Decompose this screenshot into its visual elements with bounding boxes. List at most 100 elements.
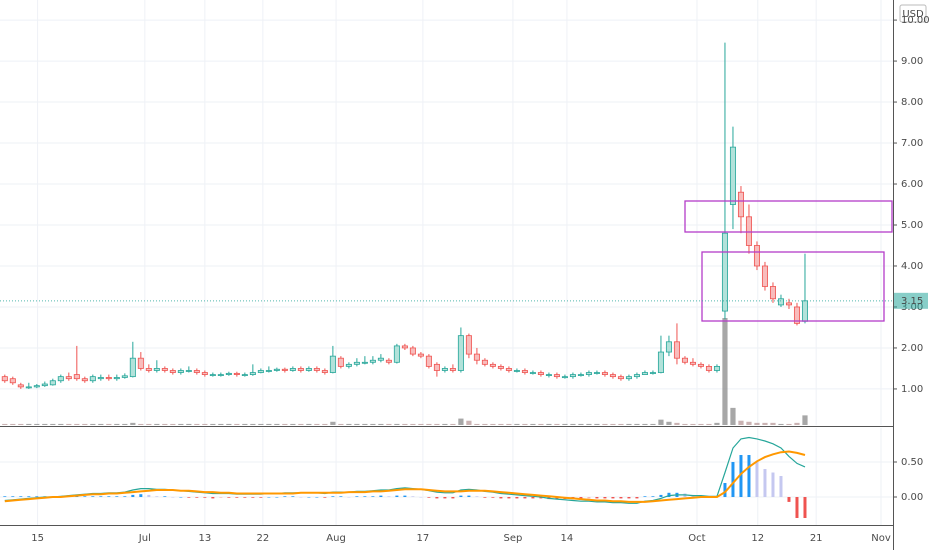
- volume-bar: [378, 423, 384, 425]
- x-tick-label: 22: [256, 533, 269, 544]
- candle-body: [281, 368, 288, 371]
- histogram-bar: [731, 462, 735, 498]
- histogram-bar: [483, 497, 487, 498]
- volume-bar: [74, 423, 80, 425]
- marks: [1, 42, 808, 519]
- volume-bar: [210, 423, 216, 425]
- candle-body: [433, 363, 440, 371]
- candle-body: [17, 384, 24, 388]
- volume-bar: [594, 423, 600, 425]
- candle-body: [633, 374, 640, 378]
- histogram-bar: [83, 496, 87, 498]
- candle-body: [289, 368, 296, 371]
- histogram-bar: [395, 495, 399, 498]
- volume-bar: [402, 423, 408, 425]
- candle-body: [393, 345, 400, 363]
- histogram-bar: [123, 496, 127, 498]
- candle-body: [441, 368, 448, 371]
- histogram-bar: [315, 497, 319, 498]
- candle-body: [505, 368, 512, 371]
- y-tick-label: 4.00: [901, 261, 923, 272]
- volume-bar: [418, 423, 424, 425]
- histogram-bar: [195, 497, 199, 498]
- volume-bar: [426, 423, 432, 425]
- histogram-bar: [795, 497, 799, 519]
- volume-bar: [714, 422, 720, 425]
- candle-body: [553, 374, 560, 378]
- candle-body: [273, 368, 280, 371]
- volume-bar: [658, 419, 664, 425]
- x-tick-label: Aug: [326, 533, 346, 544]
- histogram-bar: [651, 496, 655, 498]
- candle-body: [185, 370, 192, 372]
- volume-bar: [434, 423, 440, 425]
- volume-bar: [706, 423, 712, 425]
- candle-body: [473, 353, 480, 361]
- candle-body: [121, 375, 128, 378]
- volume-bar: [146, 423, 152, 425]
- volume-bar: [66, 423, 72, 425]
- histogram-bar: [555, 497, 559, 500]
- histogram-bar: [131, 494, 135, 498]
- histogram-bar: [275, 497, 279, 498]
- candle-body: [417, 353, 424, 357]
- volume-bar: [266, 423, 272, 425]
- histogram-bar: [587, 497, 591, 499]
- candle-body: [753, 245, 760, 267]
- volume-bar: [386, 423, 392, 425]
- histogram-bar: [459, 495, 463, 498]
- volume-bar: [90, 423, 96, 425]
- volume-bar: [186, 423, 192, 425]
- candle-body: [225, 372, 232, 375]
- candle-body: [585, 372, 592, 375]
- histogram-bar: [11, 496, 15, 498]
- candle-body: [169, 370, 176, 373]
- volume-bar: [314, 423, 320, 425]
- histogram-bar: [435, 497, 439, 499]
- histogram-bar: [179, 497, 183, 498]
- currency-badge[interactable]: [899, 4, 927, 23]
- candle-body: [617, 376, 624, 380]
- volume-bar: [442, 423, 448, 425]
- volume-bar: [298, 423, 304, 425]
- y-tick-label: 0.50: [901, 457, 923, 468]
- y-tick-label: 1.00: [901, 384, 923, 395]
- volume-bar: [114, 423, 120, 425]
- volume-bar: [610, 423, 616, 425]
- histogram-bar: [499, 497, 503, 499]
- candle-body: [729, 146, 736, 205]
- volume-bar: [330, 421, 336, 425]
- volume-bar: [642, 423, 648, 425]
- volume-bar: [546, 423, 552, 425]
- volume-bar: [106, 423, 112, 425]
- candle-body: [657, 351, 664, 373]
- histogram-bar: [267, 497, 271, 498]
- y-tick-label: 10.00: [901, 15, 930, 26]
- candle-body: [545, 374, 552, 376]
- volume-bar: [162, 423, 168, 425]
- volume-bar: [242, 423, 248, 425]
- histogram-bar: [339, 496, 343, 498]
- histogram-bar: [35, 496, 39, 498]
- histogram-bar: [243, 497, 247, 498]
- candle-body: [369, 359, 376, 363]
- candle-body: [105, 377, 112, 380]
- volume-bar: [194, 423, 200, 425]
- candle-body: [577, 374, 584, 376]
- volume-bar: [570, 423, 576, 425]
- candle-body: [465, 335, 472, 355]
- candle-body: [489, 363, 496, 367]
- candle-body: [41, 383, 48, 387]
- histogram-bar: [539, 497, 543, 499]
- histogram-bar: [803, 497, 807, 519]
- candle-body: [705, 365, 712, 371]
- histogram-bar: [411, 496, 415, 498]
- x-tick-label: Jul: [138, 533, 151, 544]
- volume-bar: [370, 423, 376, 425]
- histogram-bar: [19, 496, 23, 498]
- candle-body: [209, 374, 216, 376]
- volume-bar: [802, 415, 808, 425]
- histogram-bar: [595, 497, 599, 499]
- histogram-bar: [235, 497, 239, 498]
- volume-bar: [130, 422, 136, 425]
